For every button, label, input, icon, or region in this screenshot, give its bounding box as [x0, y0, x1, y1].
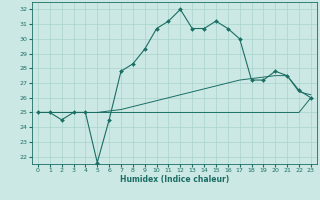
X-axis label: Humidex (Indice chaleur): Humidex (Indice chaleur) — [120, 175, 229, 184]
